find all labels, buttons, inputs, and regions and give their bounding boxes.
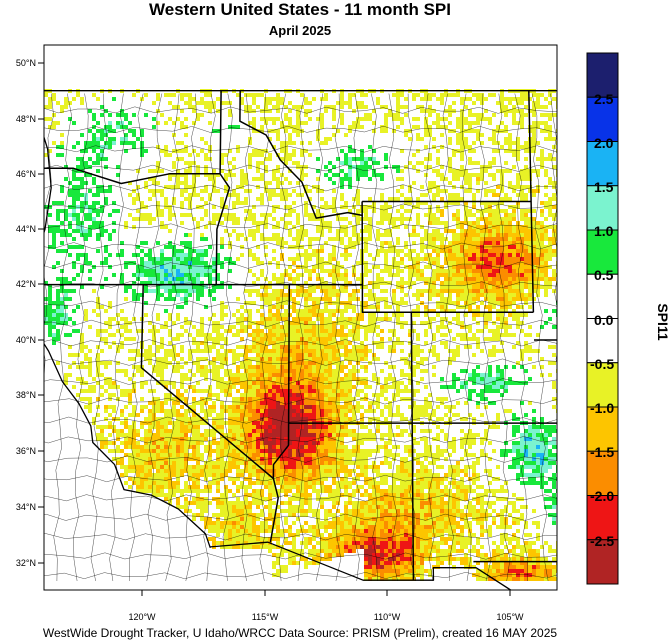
colorbar-label: 1.0 (594, 223, 614, 239)
colorbar-label: -0.5 (590, 356, 614, 372)
colorbar-label: 1.5 (594, 179, 614, 195)
colorbar-label: -2.5 (590, 533, 614, 549)
colorbar-label: -1.5 (590, 444, 614, 460)
colorbar-label: 0.0 (594, 312, 614, 328)
data-source-credit: WestWide Drought Tracker, U Idaho/WRCC D… (0, 626, 600, 640)
colorbar-label: -2.0 (590, 488, 614, 504)
colorbar-label: 2.5 (594, 91, 614, 107)
colorbar-label: 0.5 (594, 267, 614, 283)
colorbar-label: 2.0 (594, 135, 614, 151)
colorbar-title: SPI11 (655, 303, 670, 341)
colorbar-label: -1.0 (590, 400, 614, 416)
